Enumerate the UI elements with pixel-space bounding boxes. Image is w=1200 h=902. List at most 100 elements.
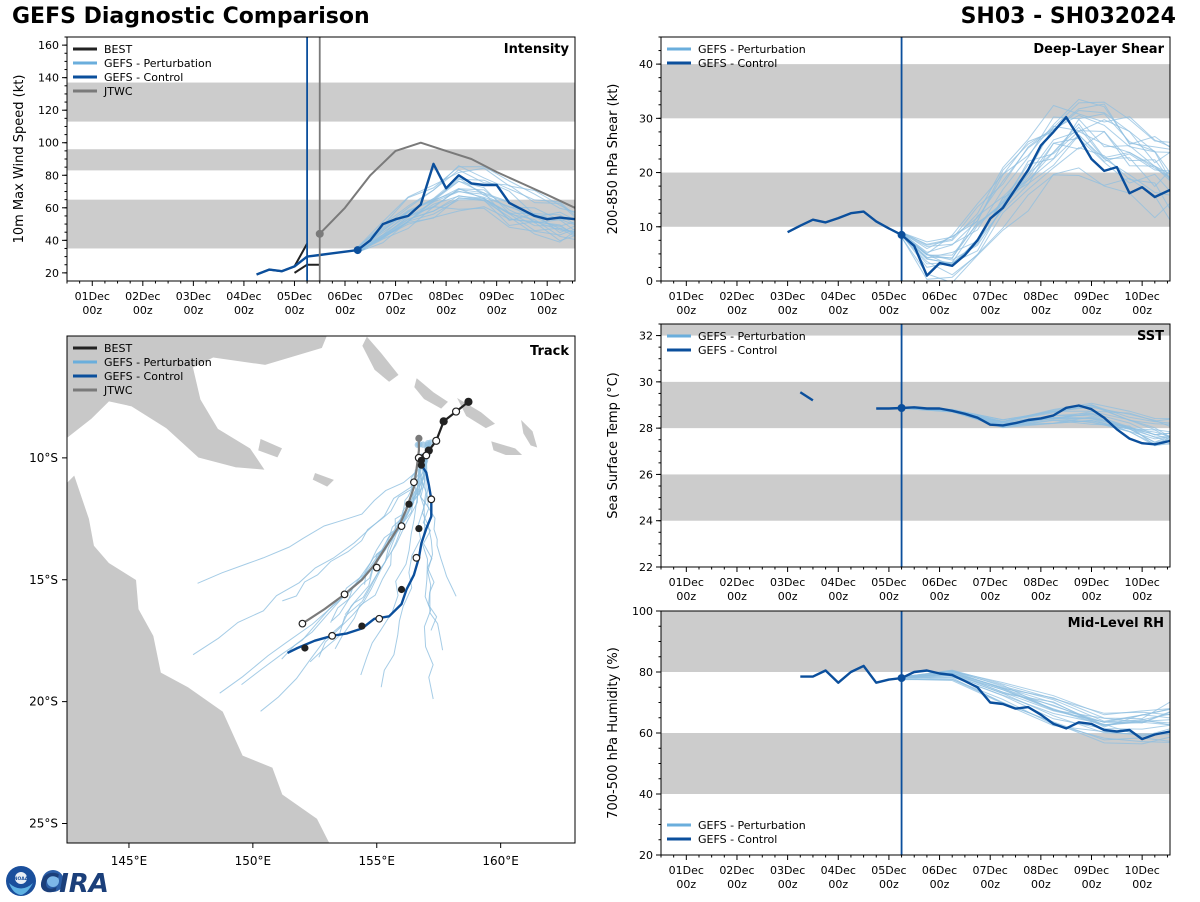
shear-perturbation-member [901, 125, 1170, 259]
intensity-ytick-label: 40 [45, 234, 59, 247]
sst-frame [660, 323, 1171, 568]
shear-xtick-hour-label: 00z [930, 304, 950, 317]
shear-band-0 [661, 172, 1170, 227]
track-best-marker [432, 436, 441, 445]
sst-xtick-label: 10Dec [1124, 576, 1159, 589]
rh-xtick-label: 08Dec [1023, 864, 1058, 877]
sst-xtick-hour-label: 00z [1132, 590, 1152, 603]
rh-xtick-hour-label: 00z [778, 878, 798, 891]
rh-xtick-hour-label: 00z [1132, 878, 1152, 891]
panel-sst: 22242628303201Dec00z02Dec00z03Dec00z04De… [606, 323, 1171, 603]
rh-xtick-label: 10Dec [1124, 864, 1159, 877]
sst-xtick-hour-label: 00z [676, 590, 696, 603]
intensity-xtick-hour-label: 00z [285, 304, 305, 317]
dentrecasteaux-islands [257, 437, 284, 459]
track-jtwc-marker [405, 500, 413, 508]
shear-perturbation-member [901, 174, 1170, 280]
rh-xtick-label: 09Dec [1074, 864, 1109, 877]
legend-label-perturbation: GEFS - Perturbation [698, 43, 806, 56]
intensity-xtick-label: 04Dec [226, 290, 261, 303]
track-perturbation-marker [424, 440, 432, 447]
intensity-perturbation-member [357, 167, 575, 248]
rh-perturbation-member [901, 678, 1170, 736]
track-xtick-label: 155°E [359, 854, 396, 868]
intensity-xtick-label: 07Dec [378, 290, 413, 303]
sst-plot-area [661, 324, 1170, 567]
shear-xtick-label: 10Dec [1124, 290, 1159, 303]
intensity-ytick-label: 120 [38, 104, 59, 117]
track-control-marker-open [427, 495, 436, 504]
legend-label-best: BEST [104, 43, 132, 56]
shear-xtick-label: 04Dec [821, 290, 856, 303]
sst-series-control [876, 406, 902, 410]
track-control-marker-open [328, 631, 337, 640]
guadalcanal-island [490, 440, 524, 456]
intensity-band-0 [67, 199, 575, 249]
panel-intensity: 2040608010012014016001Dec00z02Dec00z03De… [12, 36, 576, 317]
sst-ytick-label: 28 [639, 422, 653, 435]
sst-xtick-label: 02Dec [719, 576, 754, 589]
shear-xtick-hour-label: 00z [778, 304, 798, 317]
figure-title: GEFS Diagnostic Comparison [12, 4, 370, 29]
track-ytick-label: 25°S [29, 817, 58, 831]
panel-shear: 01020304001Dec00z02Dec00z03Dec00z04Dec00… [606, 36, 1171, 317]
shear-series-control [787, 210, 903, 236]
sst-panel-title: SST [1137, 329, 1164, 344]
track-perturbation-member [334, 458, 427, 650]
rh-xtick-label: 03Dec [770, 864, 805, 877]
intensity-series-control [356, 162, 575, 252]
track-control [286, 452, 433, 654]
cira-logo: NOAA CIRA [4, 864, 114, 902]
track-control-marker-open [422, 451, 431, 460]
intensity-perturbation-member [357, 195, 575, 253]
cira-logo-text: CIRA [40, 869, 109, 898]
track-jtwc [301, 438, 420, 625]
track-control-marker-open [412, 553, 421, 562]
rh-ytick-label: 40 [639, 788, 653, 801]
intensity-ytick-label: 100 [38, 137, 59, 150]
track-perturbation-member [219, 457, 424, 694]
rh-xtick-hour-label: 00z [727, 878, 747, 891]
rh-xtick-label: 05Dec [871, 864, 906, 877]
legend-label-perturbation: GEFS - Perturbation [104, 57, 212, 70]
intensity-xtick-label: 05Dec [277, 290, 312, 303]
rh-xtick-label: 01Dec [669, 864, 704, 877]
sst-xtick-label: 09Dec [1074, 576, 1109, 589]
sst-ytick-label: 24 [639, 515, 653, 528]
rh-ytick-label: 60 [639, 727, 653, 740]
sst-xtick-hour-label: 00z [980, 590, 1000, 603]
rh-perturbation-member [901, 670, 1170, 716]
intensity-perturbation-member [357, 188, 575, 251]
track-ytick-label: 15°S [29, 573, 58, 587]
track-perturbation-member [421, 458, 444, 651]
new-guinea-landmass [67, 336, 328, 471]
shear-perturbation-member [901, 134, 1170, 259]
rh-perturbation-member [901, 677, 1170, 742]
rh-xtick-label: 04Dec [821, 864, 856, 877]
rh-init-marker [897, 674, 906, 683]
legend-label-perturbation: GEFS - Perturbation [698, 330, 806, 343]
track-ytick-label: 10°S [29, 451, 58, 465]
intensity-band-2 [67, 82, 575, 122]
intensity-xtick-label: 08Dec [428, 290, 463, 303]
shear-xtick-hour-label: 00z [828, 304, 848, 317]
intensity-ytick-label: 60 [45, 202, 59, 215]
shear-xtick-label: 01Dec [669, 290, 704, 303]
shear-plot-area [661, 37, 1170, 281]
rh-perturbation-member [901, 676, 1170, 738]
intensity-xtick-label: 06Dec [327, 290, 362, 303]
intensity-xtick-hour-label: 00z [234, 304, 254, 317]
intensity-xtick-hour-label: 00z [436, 304, 456, 317]
shear-ytick-label: 20 [639, 167, 653, 180]
rh-ytick-label: 100 [632, 605, 653, 618]
track-jtwc-marker-open [372, 563, 381, 572]
track-jtwc-marker [417, 456, 425, 464]
track-jtwc-marker-open [397, 522, 406, 531]
sst-xtick-label: 07Dec [973, 576, 1008, 589]
shear-perturbation-member [901, 119, 1170, 256]
track-control-marker-open [375, 614, 384, 623]
sst-xtick-label: 08Dec [1023, 576, 1058, 589]
track-control-marker [397, 585, 406, 594]
shear-ytick-label: 0 [646, 275, 653, 288]
